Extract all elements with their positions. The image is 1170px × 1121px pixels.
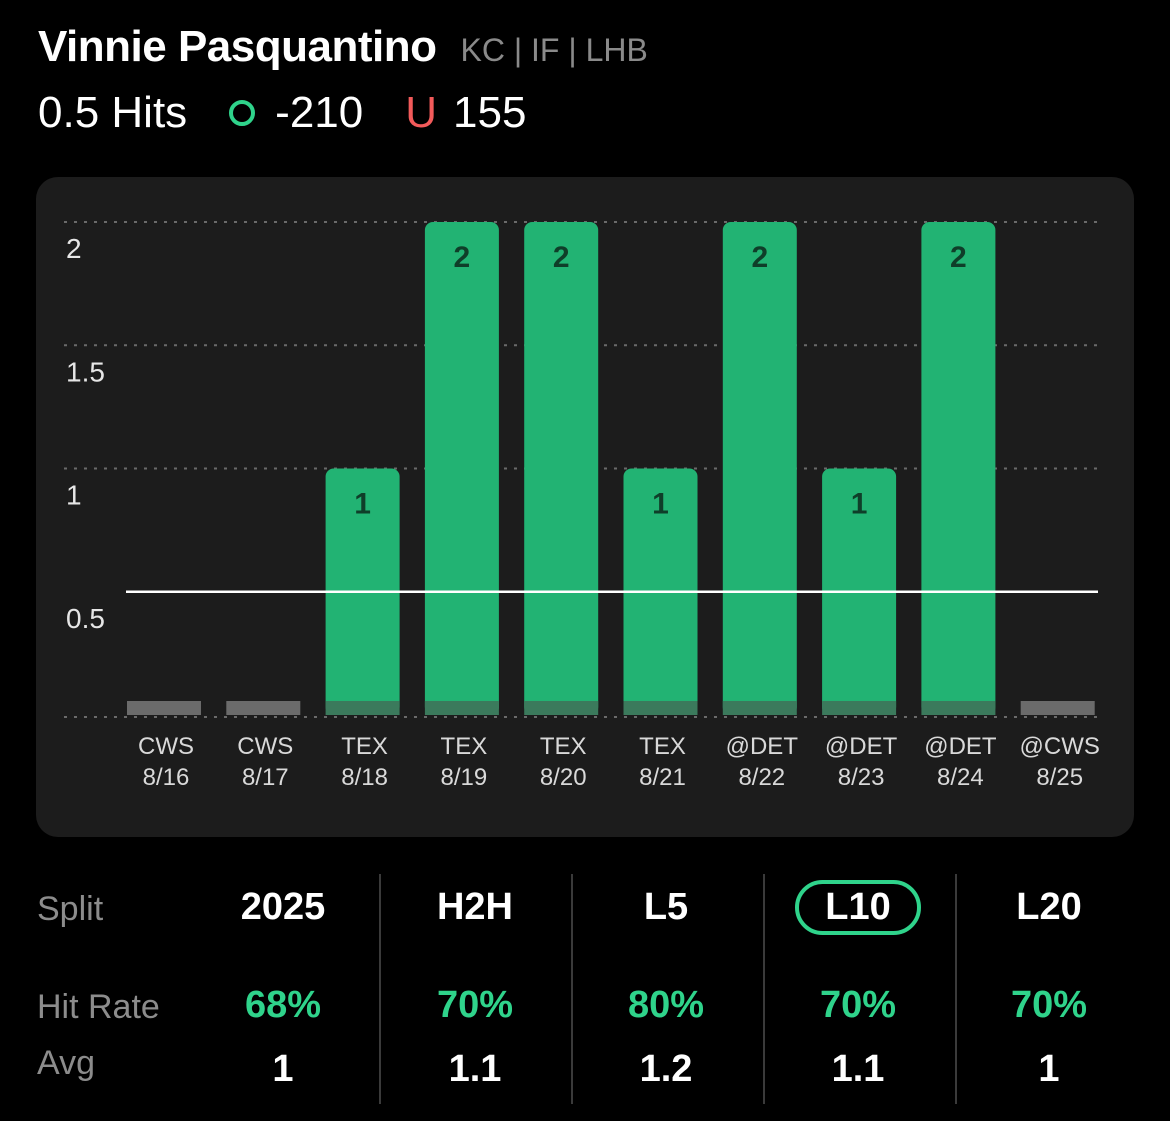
x-tick-label: CWS [138,733,194,760]
avg-value: 1 [1038,1048,1060,1090]
chart-card: 2 1.5 1 0.5 CWS 8/16 CWS 8/17 1 TEX 8/18 2 TEX 8/19 2 T… [36,177,1134,837]
split-column-2025: 2025 68% 1 [188,872,378,1107]
column-divider [763,874,765,1104]
hit-rate-value: 80% [627,984,705,1026]
y-tick-label: 0.5 [66,603,105,634]
x-tick-label: @DET [825,733,898,760]
avg-value: 1.1 [831,1048,885,1090]
bar-value-label: 1 [851,488,868,521]
bar [424,222,499,715]
avg-value: 1 [272,1048,294,1090]
x-tick-label: 8/17 [242,764,289,791]
bar-base [921,701,996,715]
hit-rate-row-label: Hit Rate [37,988,160,1026]
x-tick-label: 8/19 [441,764,488,791]
column-divider [571,874,573,1104]
split-column-l5: L5 80% 1.2 [571,872,761,1107]
split-tab-h2h[interactable]: H2H [380,886,570,929]
bar [921,222,996,715]
bar [722,222,797,715]
x-tick-label: @CWS [1020,733,1100,760]
player-name: Vinnie Pasquantino [38,22,437,71]
x-tick-label: 8/25 [1036,764,1083,791]
bar-base [822,701,897,715]
bar-empty [1020,701,1095,715]
player-header: Vinnie Pasquantino KC | IF | LHB [38,22,648,72]
bar [524,222,599,715]
bar-base [722,701,797,715]
bar-empty [127,701,201,715]
column-divider [955,874,957,1104]
avg-row-label: Avg [37,1044,95,1082]
split-column-h2h: H2H 70% 1.1 [380,872,570,1107]
hit-rate-value: 70% [436,984,514,1026]
split-tab-2025[interactable]: 2025 [188,886,378,929]
split-tab-label: L10 [795,880,921,935]
bar-value-label: 2 [454,241,471,274]
hit-rate-value: 68% [244,984,322,1026]
split-column-l10: L10 70% 1.1 [763,872,953,1107]
bar-value-label: 2 [751,241,768,274]
under-icon: U [405,88,438,137]
bar-base [325,701,400,715]
x-tick-label: 8/18 [341,764,388,791]
split-tab-label: 2025 [240,886,326,928]
over-odds[interactable]: -210 [275,88,364,137]
x-tick-label: 8/16 [143,764,190,791]
split-tab-l10[interactable]: L10 [763,880,953,935]
y-tick-label: 1 [66,480,82,511]
x-tick-label: 8/21 [639,764,686,791]
split-tab-l5[interactable]: L5 [571,886,761,929]
bar-base [623,701,698,715]
bar-base [424,701,499,715]
x-tick-label: TEX [441,733,488,760]
x-tick-label: 8/22 [738,764,785,791]
x-tick-label: 8/20 [540,764,587,791]
x-tick-label: TEX [639,733,686,760]
avg-value: 1.2 [639,1048,693,1090]
split-column-l20: L20 70% 1 [954,872,1144,1107]
x-tick-label: 8/23 [838,764,885,791]
hit-rate-value: 70% [819,984,897,1026]
over-circle-icon [229,100,256,126]
hit-rate-value: 70% [1010,984,1088,1026]
under-odds[interactable]: 155 [453,88,527,137]
hits-bar-chart: 2 1.5 1 0.5 CWS 8/16 CWS 8/17 1 TEX 8/18 2 TEX 8/19 2 T… [64,221,1102,791]
split-tab-label: L20 [1016,886,1082,928]
bar-value-label: 1 [354,488,371,521]
y-tick-label: 1.5 [66,356,105,387]
bar-value-label: 2 [553,241,570,274]
avg-value: 1.1 [448,1048,502,1090]
bar-empty [226,701,301,715]
split-tab-label: L5 [643,886,689,928]
prop-line: 0.5 Hits [38,88,188,137]
player-meta: KC | IF | LHB [460,32,648,68]
splits-table: Split Hit Rate Avg 2025 68% 1 H2H 70% 1.1 L5 80… [0,872,1170,1107]
bar-value-label: 1 [652,488,669,521]
x-tick-label: CWS [237,733,293,760]
split-tab-l20[interactable]: L20 [954,886,1144,929]
x-tick-label: TEX [540,733,587,760]
split-row-label: Split [37,890,104,928]
x-tick-label: @DET [726,733,799,760]
split-tab-label: H2H [436,886,514,928]
bar-value-label: 2 [950,241,967,274]
prop-line-row: 0.5 Hits -210 U 155 [38,88,526,138]
x-tick-label: TEX [341,733,388,760]
y-tick-label: 2 [66,233,82,264]
x-tick-label: 8/24 [937,764,984,791]
x-tick-label: @DET [924,733,997,760]
column-divider [379,874,381,1104]
bar-base [524,701,599,715]
